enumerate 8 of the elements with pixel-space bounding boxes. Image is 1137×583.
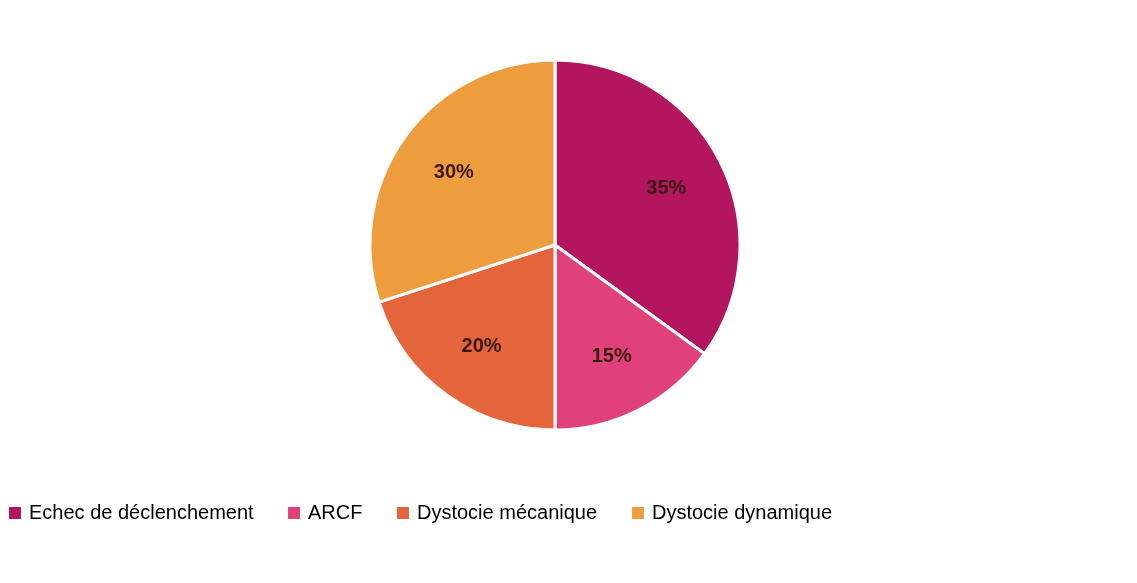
data-label: 30% — [433, 159, 475, 182]
legend-label: ARCF — [308, 501, 363, 523]
legend-label: Dystocie dynamique — [652, 501, 833, 523]
legend-label: Echec de déclenchement — [29, 501, 255, 523]
data-label: 35% — [646, 176, 687, 199]
legend-label: Dystocie mécanique — [417, 501, 598, 523]
data-label: 15% — [591, 344, 632, 367]
data-label: 20% — [461, 334, 502, 357]
